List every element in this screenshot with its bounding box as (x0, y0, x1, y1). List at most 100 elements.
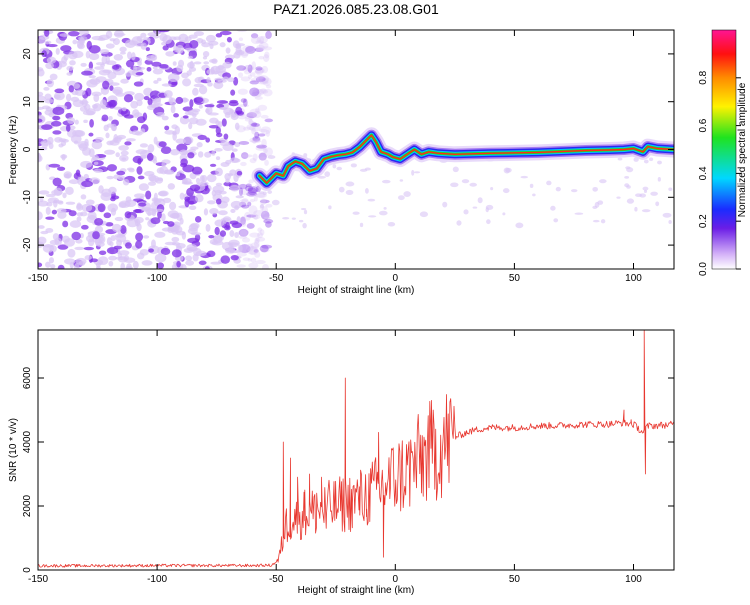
signal-halo-blob (352, 211, 360, 215)
noise-blob (238, 37, 244, 42)
noise-blob (137, 60, 142, 66)
noise-blob (183, 136, 194, 145)
noise-blob (38, 236, 47, 245)
noise-blob (181, 181, 194, 185)
signal-halo-blob (515, 222, 524, 229)
signal-halo-blob (452, 166, 459, 173)
noise-blob (208, 124, 220, 129)
noise-blob (198, 260, 207, 266)
noise-blob (153, 97, 161, 106)
noise-blob (164, 90, 173, 98)
signal-halo-blob (594, 201, 600, 208)
signal-halo-blob (626, 167, 634, 173)
noise-blob (135, 149, 148, 155)
noise-blob (219, 230, 227, 237)
noise-blob (250, 122, 260, 127)
noise-blob (138, 202, 147, 207)
noise-blob (44, 30, 50, 37)
noise-blob (256, 89, 269, 95)
signal-halo-blob (550, 205, 556, 211)
noise-blob (168, 96, 174, 105)
noise-blob (45, 206, 51, 215)
noise-blob (153, 192, 158, 202)
noise-blob (108, 255, 117, 261)
noise-blob (152, 158, 158, 164)
noise-blob (95, 136, 104, 142)
noise-blob (50, 264, 56, 269)
noise-blob (130, 100, 139, 109)
noise-blob (259, 36, 265, 45)
noise-blob (252, 136, 261, 142)
noise-blob (95, 62, 105, 66)
noise-blob (240, 51, 249, 59)
signal-halo-blob (641, 209, 651, 213)
noise-blob (193, 83, 204, 88)
noise-blob (147, 32, 159, 37)
noise-blob (256, 44, 265, 51)
signal-halo-blob (546, 180, 552, 186)
noise-blob (255, 236, 266, 242)
noise-blob (176, 64, 184, 73)
signal-halo-blob (555, 186, 561, 192)
noise-blob (63, 173, 70, 179)
noise-blob (67, 248, 76, 258)
noise-blob (255, 76, 266, 83)
noise-blob (248, 118, 254, 125)
noise-blob (78, 30, 89, 36)
signal-halo-blob (502, 212, 506, 216)
noise-blob (182, 115, 189, 119)
noise-blob (167, 183, 176, 190)
noise-blob (238, 72, 244, 78)
noise-blob (190, 232, 202, 236)
spectrogram-y-axis-label: Frequency (Hz) (8, 116, 19, 185)
noise-blob (85, 199, 95, 205)
noise-blob (244, 118, 253, 122)
figure-title: PAZ1.2026.085.23.08.G01 (273, 1, 439, 17)
noise-blob (41, 140, 49, 149)
signal-halo-blob (267, 190, 273, 194)
noise-blob (254, 193, 266, 198)
noise-blob (68, 179, 80, 185)
noise-blob (244, 116, 254, 120)
noise-blob (113, 53, 124, 61)
noise-blob (120, 150, 129, 156)
noise-blob (97, 37, 106, 42)
noise-blob (83, 119, 88, 124)
noise-blob (187, 61, 195, 69)
noise-blob (40, 230, 49, 235)
noise-blob (120, 51, 126, 55)
noise-blob (182, 78, 192, 87)
noise-blob (246, 112, 257, 119)
noise-blob (78, 261, 86, 266)
noise-blob (123, 114, 135, 119)
noise-blob (205, 137, 211, 143)
noise-blob (51, 209, 58, 215)
noise-blob (164, 130, 175, 135)
noise-blob (257, 227, 263, 233)
noise-blob (184, 111, 195, 116)
noise-blob (125, 72, 132, 77)
noise-blob (212, 185, 225, 193)
noise-blob (265, 221, 272, 228)
noise-blob (265, 30, 272, 39)
noise-blob (77, 141, 89, 149)
noise-blob (238, 183, 248, 190)
noise-blob (244, 64, 254, 72)
noise-blob (236, 65, 247, 71)
noise-blob (164, 169, 175, 175)
noise-blob (102, 80, 110, 90)
noise-blob (118, 202, 127, 208)
noise-blob (74, 89, 86, 96)
noise-blob (83, 246, 95, 251)
noise-blob (160, 247, 171, 256)
noise-blob (245, 46, 256, 54)
noise-blob (230, 255, 239, 261)
noise-blob (46, 202, 53, 207)
noise-blob (81, 180, 93, 188)
noise-blob (197, 134, 207, 140)
noise-blob (45, 193, 56, 198)
signal-halo-blob (359, 168, 368, 172)
noise-blob (229, 184, 240, 192)
x-tick-label: -150 (28, 574, 48, 585)
noise-blob (249, 87, 260, 97)
